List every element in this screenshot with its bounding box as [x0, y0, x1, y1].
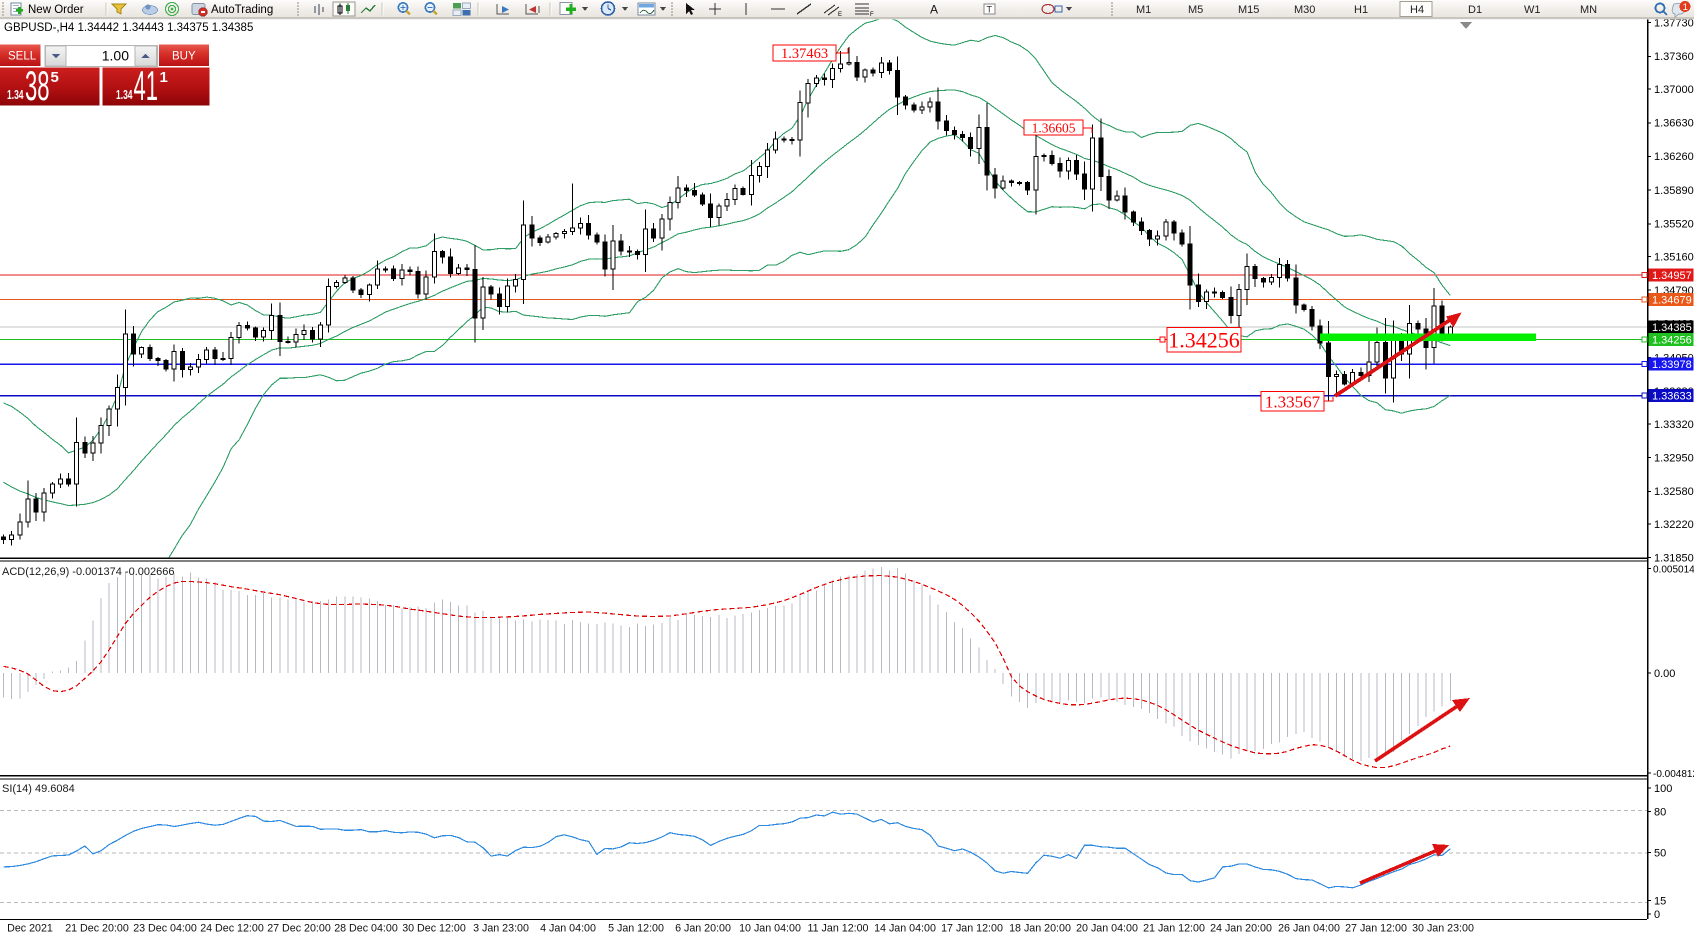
svg-text:Dec 2021: Dec 2021	[7, 923, 53, 934]
svg-text:SELL: SELL	[8, 51, 37, 63]
svg-text:21 Dec 20:00: 21 Dec 20:00	[65, 923, 129, 934]
svg-text:80: 80	[1654, 806, 1666, 818]
svg-text:41: 41	[134, 62, 159, 109]
svg-text:1.31850: 1.31850	[1654, 553, 1694, 565]
svg-text:1.35890: 1.35890	[1654, 185, 1694, 197]
svg-text:24 Jan 20:00: 24 Jan 20:00	[1210, 923, 1272, 934]
svg-text:1.36260: 1.36260	[1654, 151, 1694, 163]
svg-text:E: E	[838, 12, 842, 18]
svg-text:30 Dec 12:00: 30 Dec 12:00	[402, 923, 466, 934]
svg-text:21 Jan 12:00: 21 Jan 12:00	[1143, 923, 1205, 934]
svg-text:28 Dec 04:00: 28 Dec 04:00	[334, 923, 398, 934]
svg-text:1.34256: 1.34256	[1652, 334, 1692, 346]
svg-text:1.37360: 1.37360	[1654, 51, 1694, 63]
svg-text:M30: M30	[1294, 4, 1315, 16]
svg-text:1.33567: 1.33567	[1265, 392, 1321, 411]
svg-text:M1: M1	[1136, 4, 1151, 16]
svg-text:H4: H4	[1410, 4, 1424, 16]
svg-text:D1: D1	[1468, 4, 1482, 16]
svg-text:1.36630: 1.36630	[1654, 118, 1694, 130]
svg-text:A: A	[930, 3, 938, 17]
svg-text:5 Jan 12:00: 5 Jan 12:00	[608, 923, 664, 934]
svg-text:0: 0	[1654, 909, 1660, 921]
svg-text:10 Jan 04:00: 10 Jan 04:00	[739, 923, 801, 934]
svg-text:1.36605: 1.36605	[1032, 120, 1076, 135]
svg-text:1.33320: 1.33320	[1654, 419, 1694, 431]
svg-text:1.35520: 1.35520	[1654, 219, 1694, 231]
svg-text:1: 1	[1683, 2, 1688, 13]
svg-text:38: 38	[25, 62, 50, 109]
svg-text:27 Dec 20:00: 27 Dec 20:00	[267, 923, 331, 934]
svg-text:ACD(12,26,9) -0.001374 -0.0026: ACD(12,26,9) -0.001374 -0.002666	[2, 566, 174, 578]
svg-text:1.32220: 1.32220	[1654, 519, 1694, 531]
svg-text:30 Jan 23:00: 30 Jan 23:00	[1412, 923, 1474, 934]
svg-text:100: 100	[1654, 783, 1672, 795]
svg-text:GBPUSD-,H4 1.34442 1.34443 1.: GBPUSD-,H4 1.34442 1.34443 1.34375 1.343…	[4, 22, 253, 34]
svg-text:17 Jan 12:00: 17 Jan 12:00	[941, 923, 1003, 934]
svg-text:F: F	[870, 12, 874, 18]
svg-text:M15: M15	[1238, 4, 1259, 16]
svg-text:1.37000: 1.37000	[1654, 84, 1694, 96]
svg-text:0.005014: 0.005014	[1653, 564, 1694, 575]
svg-text:20 Jan 04:00: 20 Jan 04:00	[1076, 923, 1138, 934]
svg-text:M5: M5	[1188, 4, 1203, 16]
svg-text:5: 5	[51, 69, 59, 86]
svg-text:1.34: 1.34	[116, 87, 133, 102]
svg-text:1.33978: 1.33978	[1652, 359, 1692, 371]
svg-text:SI(14) 49.6084: SI(14) 49.6084	[2, 783, 75, 795]
svg-text:3 Jan 23:00: 3 Jan 23:00	[473, 923, 529, 934]
svg-text:1.35160: 1.35160	[1654, 251, 1694, 263]
svg-text:1.33633: 1.33633	[1652, 390, 1692, 402]
svg-text:15: 15	[1654, 895, 1666, 907]
svg-text:BUY: BUY	[172, 51, 196, 63]
svg-text:50: 50	[1654, 847, 1666, 859]
svg-text:1.32950: 1.32950	[1654, 452, 1694, 464]
svg-text:1.37463: 1.37463	[781, 46, 828, 62]
svg-text:23 Dec 04:00: 23 Dec 04:00	[133, 923, 197, 934]
svg-text:H1: H1	[1354, 4, 1368, 16]
svg-text:W1: W1	[1524, 4, 1541, 16]
svg-text:New Order: New Order	[28, 4, 84, 16]
svg-text:26 Jan 04:00: 26 Jan 04:00	[1278, 923, 1340, 934]
svg-text:1.37730: 1.37730	[1654, 18, 1694, 30]
svg-text:4 Jan 04:00: 4 Jan 04:00	[540, 923, 596, 934]
svg-text:1.34679: 1.34679	[1652, 294, 1692, 306]
svg-text:14 Jan 04:00: 14 Jan 04:00	[874, 923, 936, 934]
svg-text:1: 1	[160, 69, 168, 86]
svg-text:18 Jan 20:00: 18 Jan 20:00	[1009, 923, 1071, 934]
svg-text:1.34957: 1.34957	[1652, 270, 1692, 282]
svg-text:6 Jan 20:00: 6 Jan 20:00	[675, 923, 731, 934]
svg-text:1.00: 1.00	[102, 48, 129, 64]
svg-text:AutoTrading: AutoTrading	[211, 4, 273, 16]
svg-text:1.34: 1.34	[7, 87, 24, 102]
svg-text:1.34385: 1.34385	[1652, 322, 1692, 334]
svg-text:24 Dec 12:00: 24 Dec 12:00	[200, 923, 264, 934]
svg-text:1.32580: 1.32580	[1654, 486, 1694, 498]
svg-text:11 Jan 12:00: 11 Jan 12:00	[807, 923, 868, 934]
svg-text:0.00: 0.00	[1654, 668, 1675, 680]
svg-text:MN: MN	[1580, 4, 1597, 16]
svg-text:-0.004812: -0.004812	[1653, 769, 1694, 780]
svg-text:27 Jan 12:00: 27 Jan 12:00	[1345, 923, 1407, 934]
svg-text:1.34256: 1.34256	[1168, 328, 1240, 353]
svg-text:T: T	[987, 5, 993, 15]
